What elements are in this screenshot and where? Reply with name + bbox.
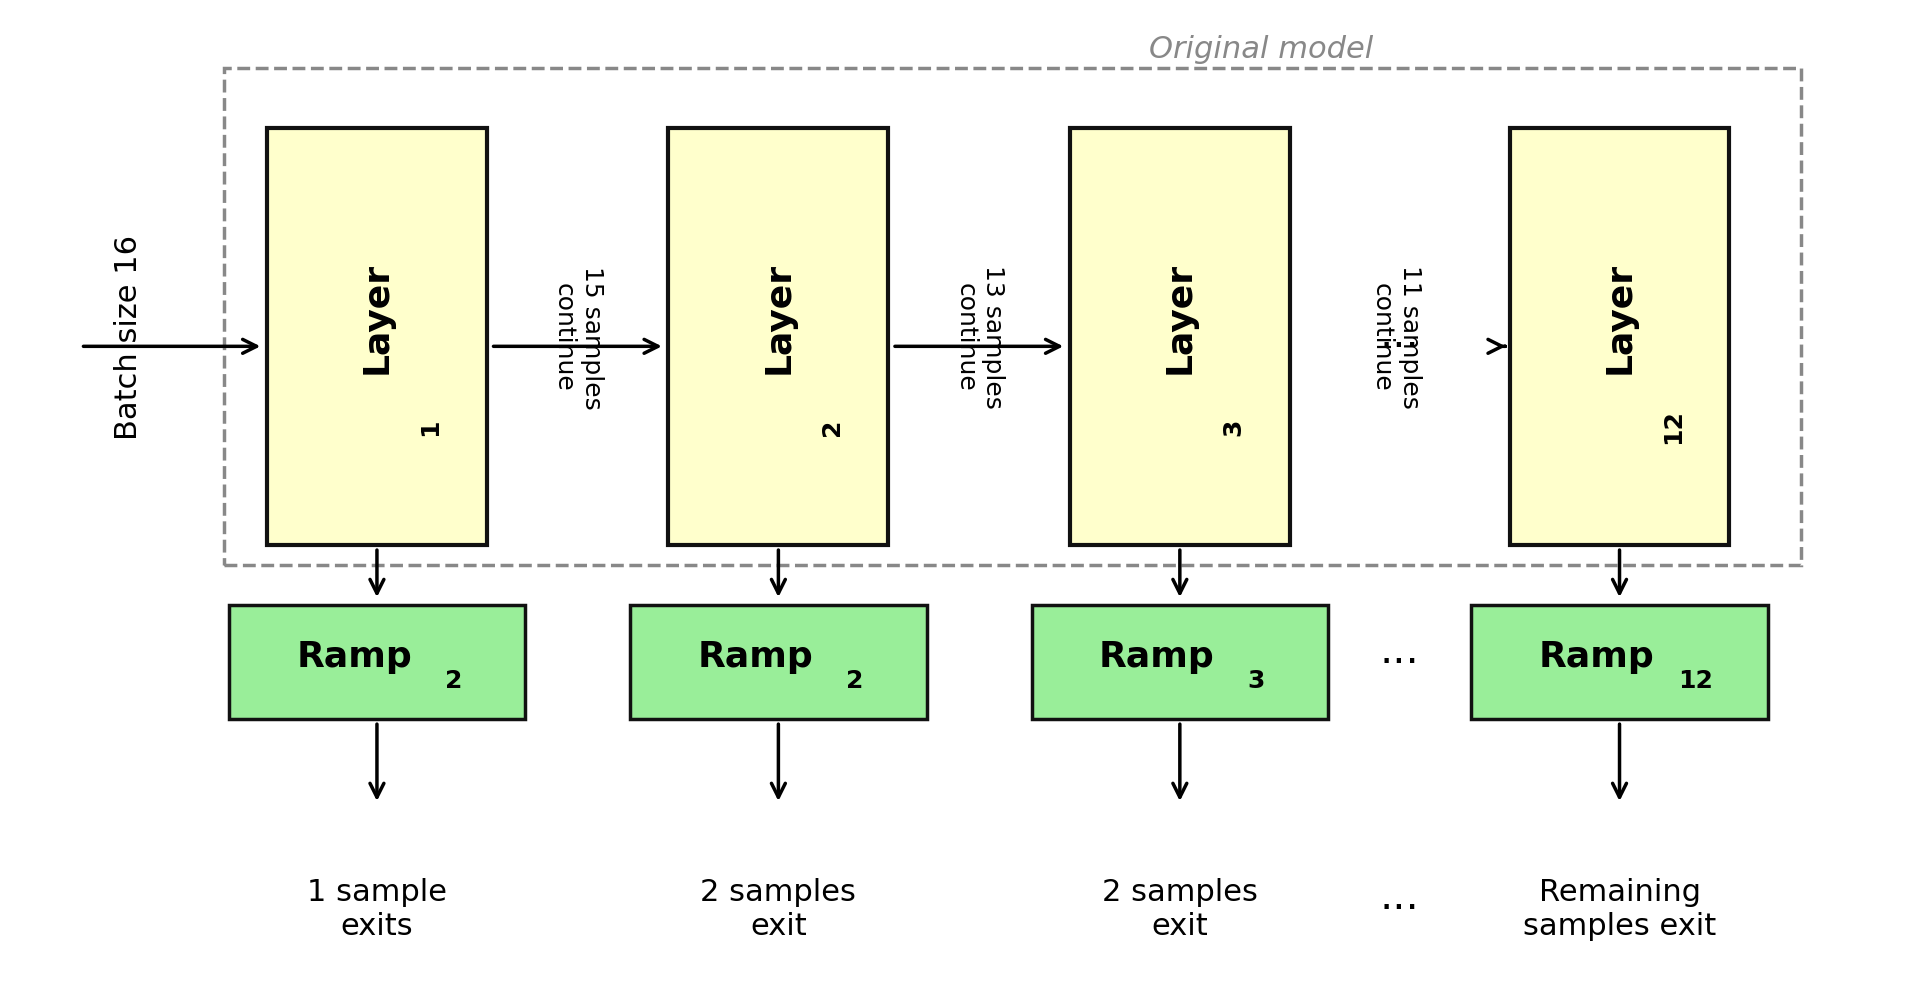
Bar — [267, 128, 488, 546]
Text: Layer: Layer — [762, 262, 795, 373]
Bar — [1471, 605, 1768, 719]
Text: 15 samples
continue: 15 samples continue — [551, 266, 603, 409]
Text: Remaining
samples exit: Remaining samples exit — [1523, 877, 1716, 940]
Bar — [228, 605, 524, 719]
Bar — [1069, 128, 1290, 546]
Text: 2 samples
exit: 2 samples exit — [1102, 877, 1258, 940]
Text: ···: ··· — [1380, 641, 1419, 683]
Text: 2: 2 — [847, 668, 864, 692]
Text: Layer: Layer — [1603, 262, 1636, 373]
Text: ···: ··· — [1380, 888, 1419, 930]
Text: Ramp: Ramp — [1538, 639, 1655, 673]
Text: 2: 2 — [820, 418, 845, 435]
Text: ···: ··· — [1380, 326, 1419, 368]
Bar — [630, 605, 927, 719]
Text: 12: 12 — [1678, 668, 1713, 692]
Text: 2: 2 — [445, 668, 463, 692]
Bar — [1031, 605, 1329, 719]
Text: Ramp: Ramp — [1098, 639, 1215, 673]
Text: 2 samples
exit: 2 samples exit — [701, 877, 856, 940]
Bar — [668, 128, 889, 546]
Text: 13 samples
continue: 13 samples continue — [952, 266, 1004, 409]
Text: 12: 12 — [1661, 409, 1686, 444]
Text: Layer: Layer — [359, 262, 394, 373]
Text: Original model: Original model — [1148, 35, 1373, 64]
Text: 1 sample
exits: 1 sample exits — [307, 877, 447, 940]
Text: 3: 3 — [1221, 418, 1246, 435]
Bar — [1509, 128, 1730, 546]
Text: 1: 1 — [419, 418, 442, 435]
Text: 3: 3 — [1248, 668, 1265, 692]
Bar — [225, 69, 1801, 565]
Text: Ramp: Ramp — [697, 639, 814, 673]
Text: Batch size 16: Batch size 16 — [113, 234, 142, 440]
Text: 11 samples
continue: 11 samples continue — [1371, 266, 1423, 409]
Text: Ramp: Ramp — [296, 639, 413, 673]
Text: Layer: Layer — [1164, 262, 1196, 373]
